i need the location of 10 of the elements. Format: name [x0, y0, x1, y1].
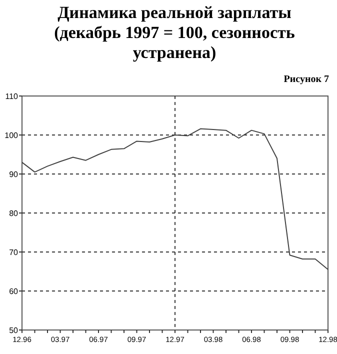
- y-tick-label: 110: [5, 92, 19, 101]
- line-series: [22, 128, 328, 270]
- chart-title: Динамика реальной зарплаты (декабрь 1997 = 100, сезонность устранена): [54, 3, 295, 62]
- y-tick-label: 100: [4, 131, 19, 140]
- y-tick-label: 50: [9, 326, 19, 335]
- y-tick-label: 60: [9, 287, 19, 296]
- y-tick-label: 80: [9, 209, 19, 218]
- text: Рисунок 7: [284, 74, 329, 85]
- y-tick-label: 70: [9, 248, 19, 257]
- y-tick-label: 90: [9, 170, 19, 179]
